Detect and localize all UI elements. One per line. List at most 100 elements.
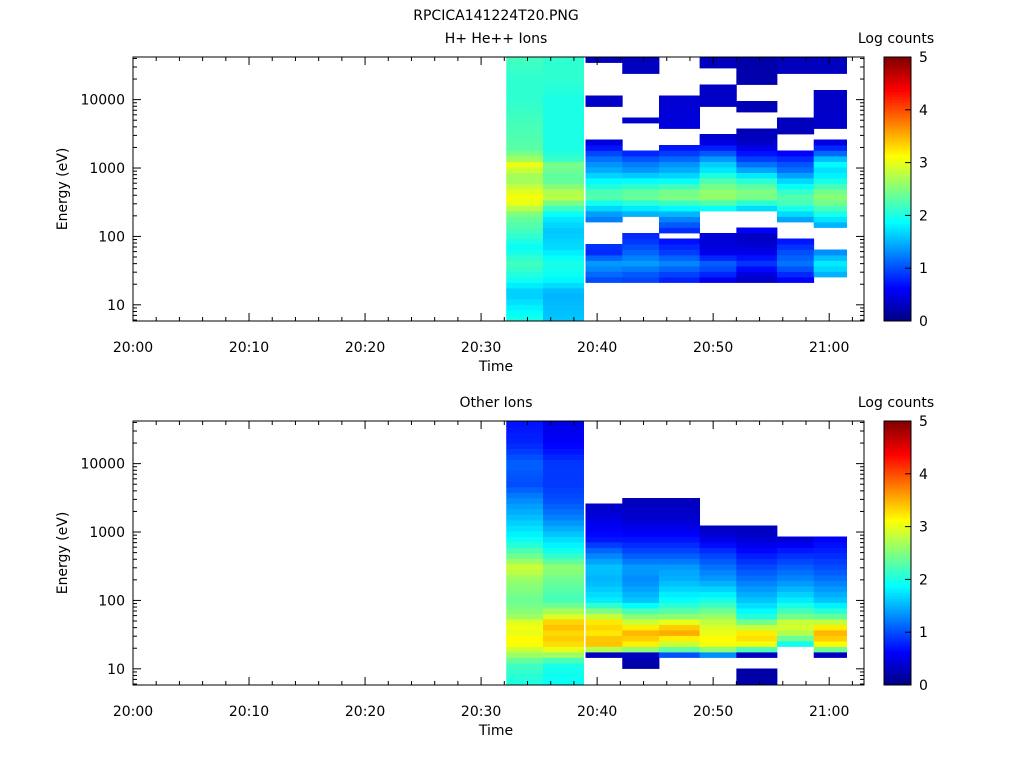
colorbar-segment (884, 452, 911, 456)
heatmap-cell (813, 178, 847, 184)
heatmap-cell (699, 255, 737, 261)
colorbar-segment (884, 434, 911, 438)
heatmap-cell (542, 216, 584, 223)
heatmap-cell (585, 520, 623, 526)
heatmap-cell (542, 271, 584, 278)
heatmap-cell (506, 476, 544, 482)
heatmap-cell (622, 641, 660, 647)
heatmap-cell (622, 509, 660, 515)
heatmap-cell (622, 575, 660, 581)
colorbar-segment (884, 120, 911, 124)
heatmap-cell (659, 569, 701, 576)
heatmap-cell (542, 591, 584, 598)
colorbar-segment (884, 619, 911, 623)
heatmap-cell (659, 641, 701, 647)
heatmap-cell (659, 271, 701, 278)
heatmap-cell (813, 575, 847, 581)
colorbar-segment (884, 650, 911, 654)
colorbar-tick-label: 4 (919, 467, 928, 483)
heatmap-cell (542, 106, 584, 113)
heatmap-cell (542, 194, 584, 201)
heatmap-cell (699, 145, 737, 151)
heatmap-cell (622, 591, 660, 598)
heatmap-cell (659, 558, 701, 565)
heatmap-cell (659, 542, 701, 548)
heatmap-cell (659, 189, 701, 195)
colorbar-segment (884, 632, 911, 636)
colorbar-segment (884, 286, 911, 290)
heatmap-cell (506, 73, 544, 80)
heatmap-cell (659, 591, 701, 598)
colorbar-segment (884, 62, 911, 66)
heatmap-cell (506, 227, 544, 234)
heatmap-cell (506, 443, 544, 449)
colorbar-segment (884, 186, 911, 190)
heatmap-cell (585, 150, 623, 157)
heatmap-cell (736, 558, 778, 565)
colorbar-tick-label: 0 (919, 314, 928, 330)
colorbar-segment (884, 447, 911, 451)
heatmap-cell (659, 161, 701, 168)
heatmap-cell (659, 553, 701, 559)
colorbar-segment (884, 133, 911, 137)
heatmap-cell (542, 238, 584, 245)
heatmap-cell (659, 619, 701, 625)
heatmap-cell (506, 233, 544, 239)
heatmap-cell (699, 608, 737, 614)
heatmap-cell (659, 167, 701, 173)
heatmap-cell (506, 167, 544, 173)
heatmap-cell (776, 167, 815, 173)
heatmap-cell (813, 619, 847, 625)
colorbar-segment (884, 112, 911, 116)
heatmap-cell (585, 635, 623, 642)
heatmap-cell (699, 547, 737, 554)
colorbar-segment (884, 236, 911, 240)
heatmap-cell (542, 62, 584, 69)
heatmap-cell (736, 73, 778, 80)
heatmap-cell (585, 597, 623, 603)
heatmap-cell (813, 249, 847, 256)
heatmap-cell (699, 172, 737, 179)
colorbar-segment (884, 500, 911, 504)
colorbar-segment (884, 616, 911, 620)
heatmap-cell (776, 536, 815, 543)
colorbar-segment (884, 571, 911, 575)
heatmap-cell (585, 503, 623, 510)
heatmap-cell (585, 211, 623, 217)
heatmap-cell (542, 558, 584, 565)
heatmap-cell (506, 553, 544, 559)
axes: 20:00 20:10 20:20 20:30 20:40 20:50 21:00 10 100… (80, 57, 864, 356)
colorbar-segment (884, 159, 911, 164)
heatmap-cell (776, 216, 815, 223)
heatmap-cell (542, 569, 584, 576)
heatmap-cell (585, 619, 623, 625)
heatmap-cell (813, 553, 847, 559)
heatmap-cell (506, 156, 544, 162)
heatmap-cell (542, 564, 584, 570)
heatmap-cell (542, 178, 584, 184)
colorbar-segment (884, 576, 911, 580)
heatmap-cell (699, 200, 737, 206)
x-tick-label: 21:00 (809, 704, 849, 720)
heatmap-cell (506, 299, 544, 305)
heatmap-cell (506, 150, 544, 157)
heatmap-cell (542, 652, 584, 658)
heatmap-cell (542, 426, 584, 433)
heatmap-cell (699, 95, 737, 102)
colorbar-segment (884, 671, 911, 675)
heatmap-cell (542, 624, 584, 631)
heatmap-cell (813, 117, 847, 124)
heatmap-cell (506, 101, 544, 107)
heatmap-cell (659, 200, 701, 206)
heatmap-cell (736, 260, 778, 267)
heatmap-cell (776, 123, 815, 129)
heatmap-cell (542, 674, 584, 680)
heatmap-cell (622, 602, 660, 609)
heatmap-cell (542, 310, 584, 316)
heatmap-cell (813, 145, 847, 151)
heatmap-cell (585, 613, 623, 620)
heatmap-cell (699, 238, 737, 245)
heatmap-cell (813, 641, 847, 647)
heatmap-cell (736, 597, 778, 603)
heatmap-cell (542, 547, 584, 554)
